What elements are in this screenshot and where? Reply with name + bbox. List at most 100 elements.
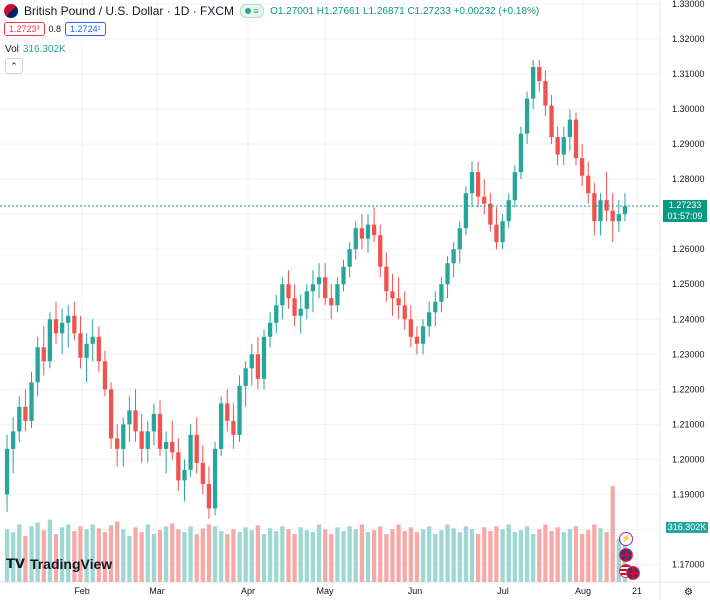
candle-body: [194, 434, 199, 463]
candle: [249, 343, 254, 386]
volume-bar: [139, 532, 144, 582]
candle: [157, 399, 163, 456]
volume-bar: [280, 526, 285, 582]
volume-bar: [537, 529, 542, 582]
volume-bar: [567, 529, 573, 582]
volume-bar: [353, 529, 358, 582]
market-open-icon[interactable]: ≡: [240, 4, 265, 18]
candle: [371, 207, 377, 243]
time-axis[interactable]: Feb Mar Apr May Jun Jul Aug 21: [74, 586, 642, 596]
volume-bar: [127, 535, 132, 582]
candle-body: [512, 172, 517, 201]
candle: [433, 291, 438, 327]
volume-bar: [604, 532, 609, 582]
candle-body: [329, 298, 334, 306]
volume-bar: [592, 524, 597, 582]
candle-body: [84, 343, 89, 358]
candle-body: [408, 319, 413, 337]
candle: [219, 396, 224, 456]
candle: [494, 207, 499, 250]
volume-bar: [482, 527, 487, 582]
chevron-up-icon[interactable]: ⌃: [5, 58, 23, 74]
candle-body: [29, 382, 34, 421]
volume-bar: [433, 534, 438, 582]
candle-body: [323, 277, 328, 299]
symbol-legend[interactable]: British Pound / U.S. Dollar · 1D · FXCM …: [4, 4, 539, 18]
candle-body: [365, 224, 371, 239]
price-tick-label: 1.29000: [672, 139, 705, 149]
candle-body: [543, 81, 548, 106]
volume-bar: [445, 524, 450, 582]
candle: [29, 371, 34, 428]
candle-body: [41, 347, 46, 362]
candle: [115, 424, 120, 467]
price-tick-label: 1.21000: [672, 419, 705, 429]
volume-bar: [145, 524, 150, 582]
candle-body: [592, 193, 597, 222]
candle: [604, 172, 609, 222]
tradingview-logo[interactable]: 𝗧𝗩 TradingView: [6, 556, 112, 572]
volume-bar: [274, 531, 279, 582]
candle-body: [115, 438, 120, 449]
candle: [225, 389, 230, 432]
candle-body: [537, 67, 542, 82]
volume-bar: [451, 528, 456, 582]
candle: [231, 403, 236, 449]
candle: [72, 301, 77, 341]
uk-flag-icon[interactable]: [619, 548, 633, 562]
volume-bar: [457, 532, 462, 582]
candle-body: [518, 133, 524, 173]
candle-body: [451, 249, 456, 264]
candle-body: [261, 336, 267, 379]
volume-bar: [561, 532, 566, 582]
candle: [35, 336, 40, 397]
candle: [378, 224, 383, 278]
candle-body: [72, 315, 77, 334]
volume-bar: [549, 531, 554, 582]
buy-button[interactable]: 1.2724¹: [65, 22, 106, 36]
price-axis[interactable]: 1.33000 1.32000 1.31000 1.30000 1.29000 1.280…: [672, 0, 705, 569]
candle: [482, 179, 487, 215]
candle: [390, 273, 395, 316]
symbol-title[interactable]: British Pound / U.S. Dollar · 1D · FXCM: [24, 4, 235, 18]
volume-bar: [84, 529, 89, 582]
candle: [579, 144, 585, 187]
candle-body: [108, 389, 114, 439]
time-tick-label: 21: [632, 586, 642, 596]
volume-bar: [17, 524, 22, 582]
candle: [451, 242, 456, 278]
candle-body: [445, 263, 450, 285]
candle: [414, 326, 420, 355]
candle: [96, 326, 101, 372]
volume-bar: [347, 526, 352, 582]
sell-button[interactable]: 1.2723³: [4, 22, 45, 36]
volume-bar: [243, 527, 248, 582]
uk-flag-icon[interactable]: [626, 566, 640, 580]
gear-icon[interactable]: ⚙: [684, 587, 693, 598]
volume-bar: [427, 526, 432, 582]
volume-bar: [622, 545, 628, 582]
candlesticks: [4, 60, 628, 519]
candle: [237, 375, 242, 442]
candle-body: [384, 266, 389, 292]
ohlc-values: O1.27001 H1.27661 L1.26871 C1.27233 +0.0…: [270, 6, 539, 17]
volume-tag: 316.302K: [666, 522, 708, 533]
candle-body: [170, 441, 175, 453]
candle: [543, 70, 548, 117]
candle-body: [200, 462, 205, 484]
candle: [151, 403, 157, 446]
volume-legend[interactable]: Vol 316.302K: [5, 44, 66, 55]
candle-body: [420, 326, 426, 344]
volume-bar: [188, 526, 193, 582]
volume-bar: [53, 534, 59, 582]
volume-bar: [579, 534, 585, 582]
volume-bar: [414, 532, 420, 582]
lightning-icon[interactable]: ⚡: [619, 532, 633, 546]
volume-bar: [573, 526, 579, 582]
candle: [518, 126, 524, 180]
candle: [463, 186, 469, 236]
volume-bar: [378, 526, 383, 582]
candle: [127, 396, 132, 442]
